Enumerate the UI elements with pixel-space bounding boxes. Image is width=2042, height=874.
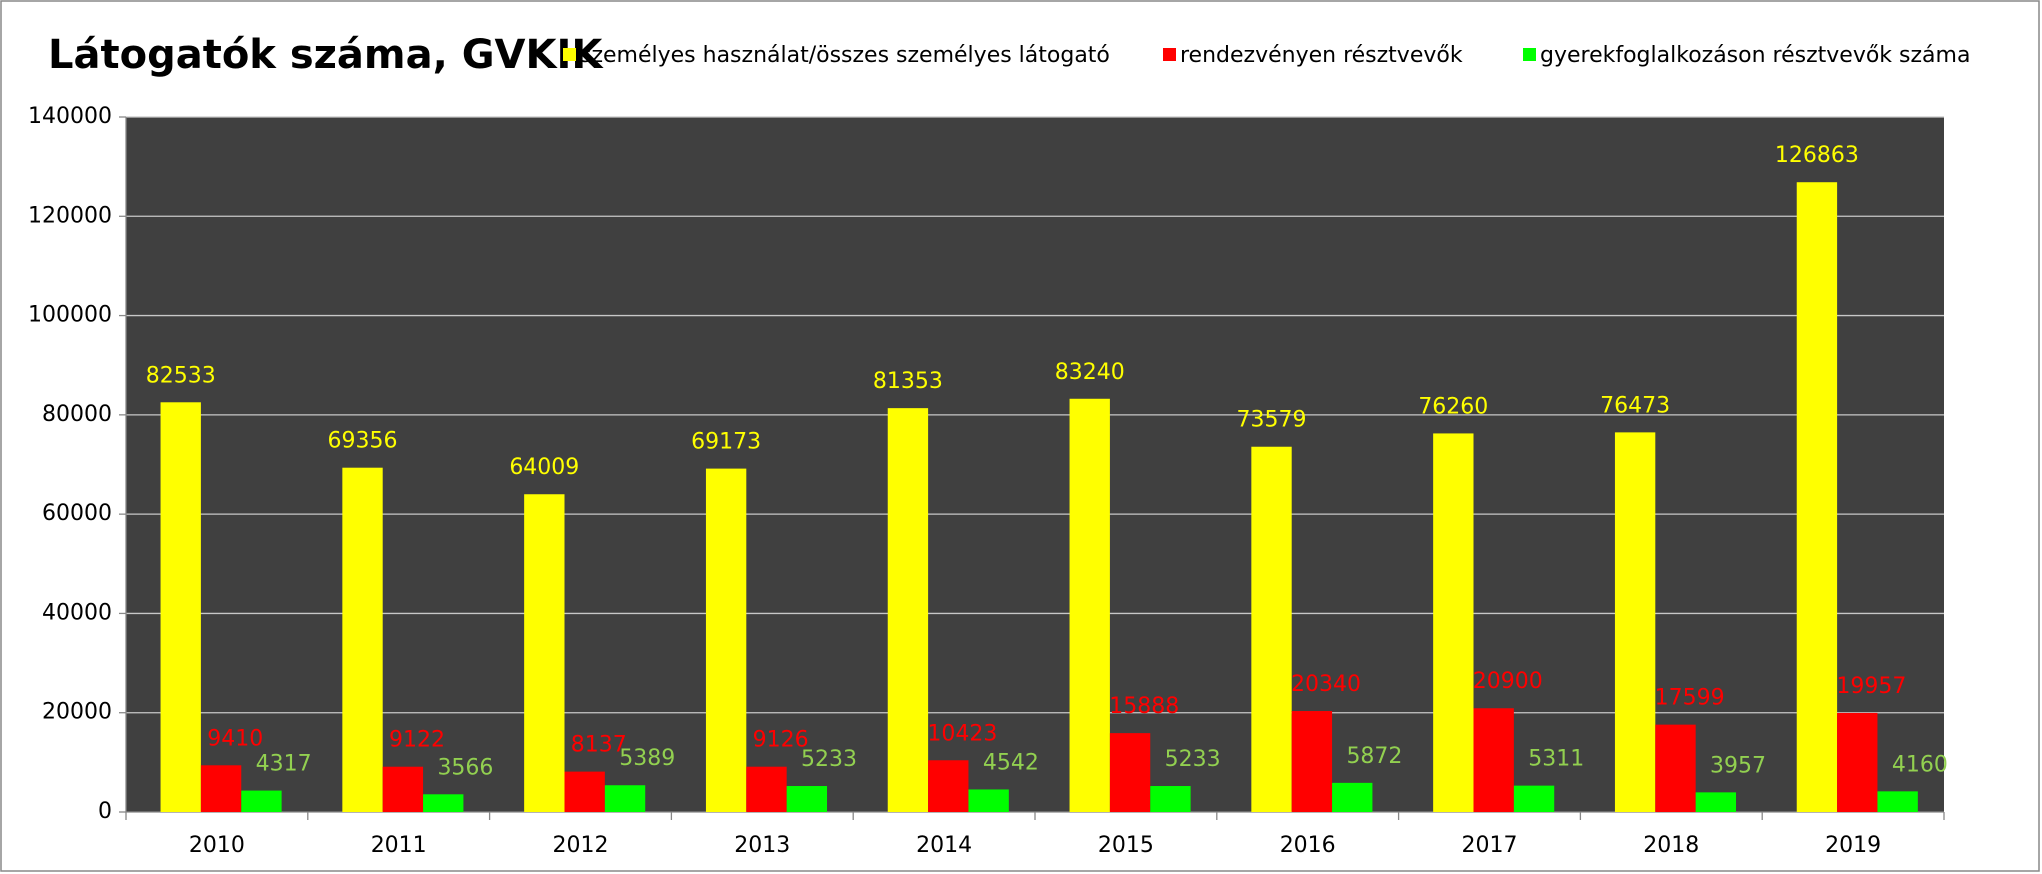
y-tick-label: 100000 [28, 303, 112, 328]
data-label: 5311 [1528, 747, 1584, 772]
bar [887, 408, 929, 812]
y-tick-label: 120000 [28, 203, 112, 228]
bar [382, 766, 424, 812]
bar [1069, 398, 1110, 812]
legend-label: személyes használat/összes személyes lát… [580, 43, 1110, 68]
data-label: 9126 [753, 728, 809, 753]
x-tick-label: 2013 [734, 833, 790, 858]
data-label: 5872 [1346, 744, 1402, 769]
data-label: 64009 [509, 455, 579, 480]
bar [524, 494, 565, 812]
bar [1513, 785, 1555, 812]
x-tick-label: 2015 [1098, 833, 1154, 858]
x-tick-label: 2012 [553, 833, 609, 858]
data-label: 9410 [207, 726, 263, 751]
y-tick-label: 40000 [42, 600, 112, 625]
data-label: 4317 [256, 752, 312, 777]
bar [200, 765, 242, 812]
bar [1150, 786, 1191, 812]
bar [604, 785, 646, 812]
legend-swatch [1523, 48, 1536, 61]
x-tick-label: 2010 [189, 833, 245, 858]
y-tick-label: 140000 [28, 104, 112, 129]
data-label: 4542 [983, 750, 1039, 775]
x-tick-label: 2018 [1643, 833, 1699, 858]
bar [1433, 433, 1474, 812]
legend-label: rendezvényen résztvevők [1180, 43, 1463, 68]
bar [1695, 792, 1737, 812]
data-label: 19957 [1836, 674, 1906, 699]
bar [1796, 182, 1838, 812]
bar [1837, 712, 1878, 812]
bar [1877, 791, 1918, 812]
x-tick-label: 2016 [1280, 833, 1336, 858]
bar [1332, 782, 1373, 812]
y-tick-label: 20000 [42, 700, 112, 725]
y-tick-label: 0 [98, 799, 112, 824]
data-label: 69356 [328, 429, 398, 454]
data-label: 3566 [437, 755, 493, 780]
data-label: 5233 [1165, 747, 1221, 772]
legend-swatch [1163, 48, 1176, 61]
data-label: 3957 [1710, 753, 1766, 778]
bar [160, 402, 201, 812]
data-label: 126863 [1775, 143, 1859, 168]
bar [1473, 708, 1514, 812]
bar [241, 790, 282, 812]
y-tick-label: 80000 [42, 402, 112, 427]
y-tick-label: 60000 [42, 501, 112, 526]
data-label: 5389 [619, 746, 675, 771]
x-tick-label: 2011 [371, 833, 427, 858]
bar [968, 789, 1009, 812]
data-label: 81353 [873, 369, 943, 394]
bar [928, 760, 969, 812]
data-label: 20900 [1473, 669, 1543, 694]
data-label: 17599 [1655, 686, 1725, 711]
bar [746, 766, 787, 812]
data-label: 20340 [1291, 672, 1361, 697]
data-label: 83240 [1055, 360, 1125, 385]
data-label: 82533 [146, 363, 216, 388]
legend-label: gyerekfoglalkozáson résztvevők száma [1540, 43, 1970, 68]
x-tick-label: 2017 [1462, 833, 1518, 858]
data-label: 4160 [1892, 752, 1948, 777]
legend-swatch [563, 48, 576, 61]
data-label: 76473 [1600, 393, 1670, 418]
bar [1291, 711, 1333, 812]
data-label: 10423 [927, 721, 997, 746]
bar [786, 786, 828, 812]
data-label: 76260 [1418, 394, 1488, 419]
bar [342, 467, 383, 812]
bar [1109, 733, 1151, 812]
chart-title: Látogatók száma, GVKIK [48, 32, 604, 78]
x-tick-label: 2019 [1825, 833, 1881, 858]
data-label: 5233 [801, 747, 857, 772]
x-tick-label: 2014 [916, 833, 972, 858]
bar [705, 468, 747, 812]
data-label: 73579 [1237, 408, 1307, 433]
data-label: 9122 [389, 728, 445, 753]
data-label: 15888 [1109, 694, 1179, 719]
bar [1614, 432, 1656, 812]
bar [564, 771, 605, 812]
bar [1655, 724, 1696, 812]
bar [423, 794, 464, 812]
bar [1251, 446, 1292, 812]
data-label: 8137 [571, 733, 627, 758]
data-label: 69173 [691, 430, 761, 455]
